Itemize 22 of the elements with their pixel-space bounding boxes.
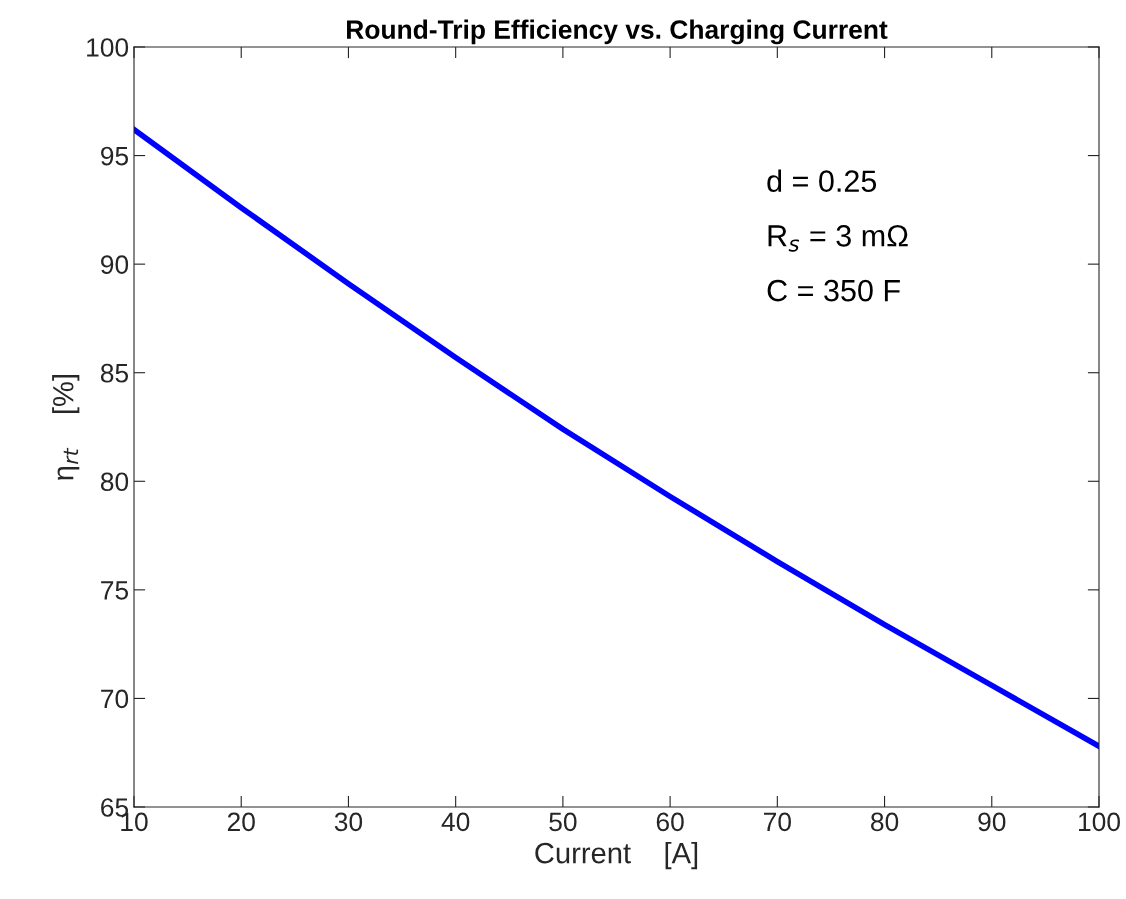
x-tick-label: 20 xyxy=(227,812,255,832)
x-tick-label: 100 xyxy=(1079,812,1120,832)
annotation: d = 0.25 xyxy=(767,169,877,192)
x-tick-label: 90 xyxy=(978,812,1006,832)
x-axis-title: Current [A] xyxy=(535,842,698,870)
y-tick-label: 100 xyxy=(87,38,129,57)
x-tick-label: 40 xyxy=(441,812,470,832)
annotation: C = 350 F xyxy=(767,279,900,302)
y-tick-label: 80 xyxy=(100,472,129,492)
x-tick-label: 50 xyxy=(549,812,577,832)
x-tick-label: 80 xyxy=(871,812,899,832)
y-tick-label: 85 xyxy=(100,363,129,383)
y-tick-label: 90 xyxy=(101,255,129,274)
y-tick-label: 95 xyxy=(101,146,129,166)
x-tick-label: 30 xyxy=(334,812,363,832)
y-tick-label: 75 xyxy=(101,581,129,600)
chart-title: Round-Trip Efficiency vs. Charging Current xyxy=(347,19,888,45)
annotation: R$_{s}$ = 3 mΩ xyxy=(768,225,908,252)
x-tick-label: 70 xyxy=(764,812,791,832)
x-tick-label: 60 xyxy=(656,812,684,832)
text: η$_{rt}$ [%] xyxy=(52,375,80,480)
y-tick-label: 70 xyxy=(101,689,129,709)
